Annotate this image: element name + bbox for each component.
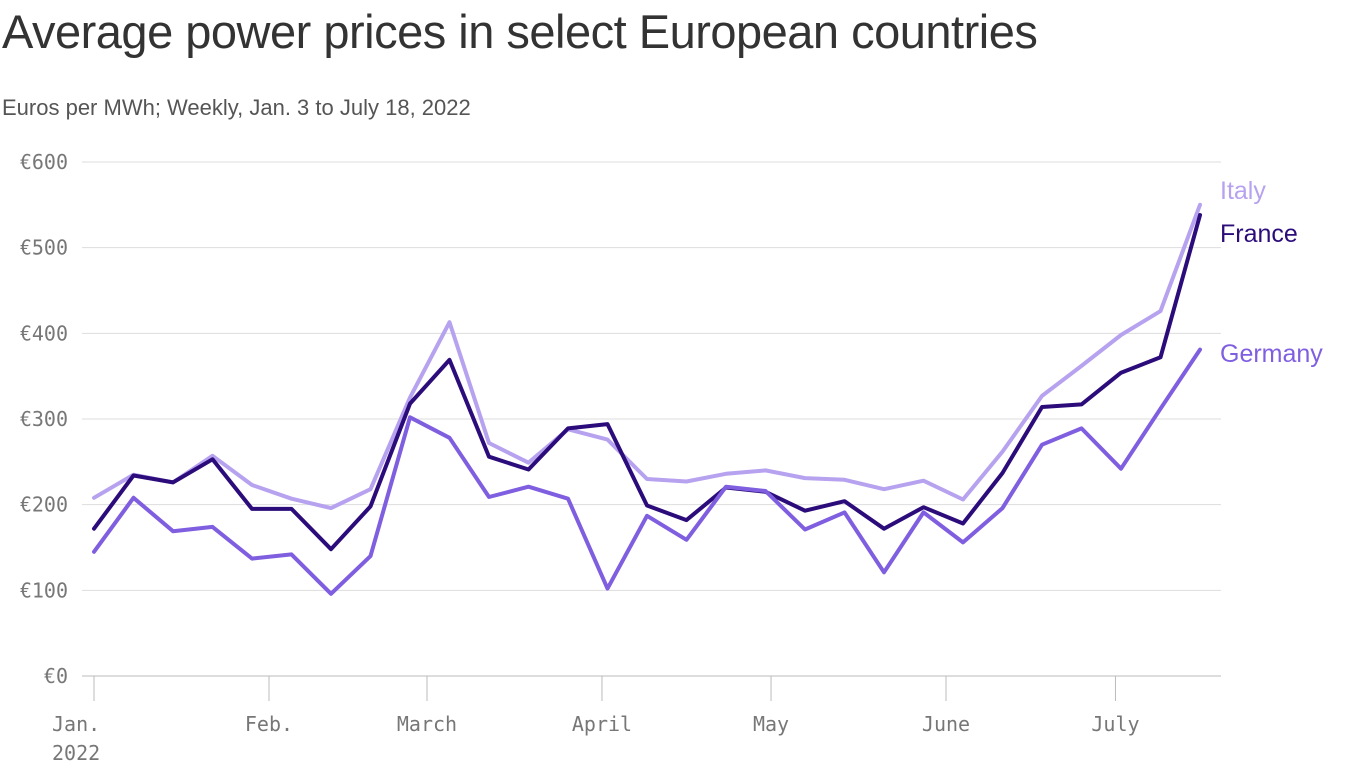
series-label-italy: Italy [1220,177,1266,205]
y-tick-label: €500 [20,236,68,260]
x-tick-label: May [753,712,789,736]
x-tick-label: Jan. [52,712,100,736]
x-tick-label: March [397,712,457,736]
series-label-france: France [1220,220,1298,248]
y-axis: €0 €100 €200 €300 €400 €500 €600 [20,150,68,688]
x-tick-label: July [1091,712,1139,736]
y-tick-label: €600 [20,150,68,174]
y-tick-label: €100 [20,578,68,602]
series-line-germany [92,347,1202,596]
y-tick-label: €300 [20,407,68,431]
y-tick-label: €400 [20,321,68,345]
x-tick-label: Feb. [245,712,293,736]
y-tick-label: €0 [44,664,68,688]
x-tick-year-label: 2022 [52,741,100,765]
gridlines [82,161,1221,677]
series-lines [92,202,1202,596]
x-tick-label: April [572,712,632,736]
series-label-germany: Germany [1220,340,1323,368]
chart-subtitle: Euros per MWh; Weekly, Jan. 3 to July 18… [2,95,471,120]
series-line-france [92,213,1202,552]
x-tick-label: June [922,712,970,736]
series-line-italy [92,202,1202,511]
chart-title: Average power prices in select European … [2,5,1038,58]
y-tick-label: €200 [20,493,68,517]
x-axis: Jan. 2022 Feb. March April May June July [52,676,1140,765]
series-labels: Italy France Germany [1220,177,1323,368]
